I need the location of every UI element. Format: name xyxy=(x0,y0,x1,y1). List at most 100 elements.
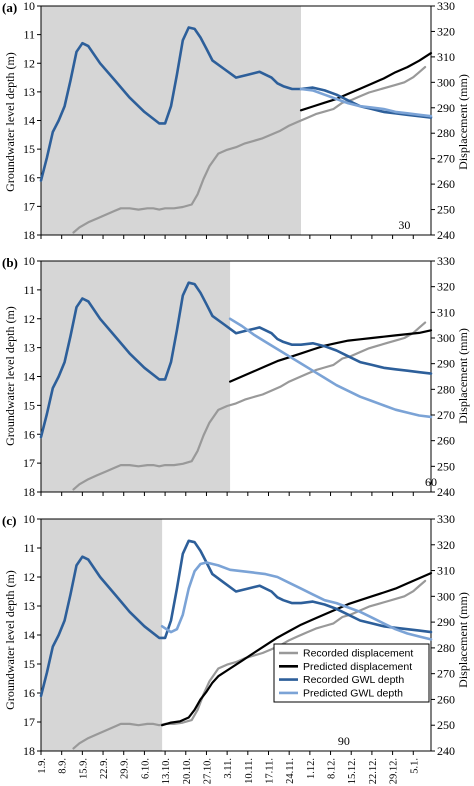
right-tick-label: 300 xyxy=(437,75,455,89)
right-tick-label: 270 xyxy=(437,667,455,681)
left-tick-label: 13 xyxy=(23,599,35,613)
left-tick-label: 18 xyxy=(23,485,35,499)
right-tick-label: 310 xyxy=(437,564,455,578)
left-tick-label: 13 xyxy=(23,85,35,99)
x-tick-label: 13.10. xyxy=(161,758,172,784)
left-tick-label: 17 xyxy=(23,715,35,729)
left-tick-label: 14 xyxy=(23,628,35,642)
x-tick-label: 8.12. xyxy=(327,758,338,779)
left-tick-label: 18 xyxy=(23,228,35,242)
left-tick-label: 10 xyxy=(23,512,35,526)
left-tick-label: 12 xyxy=(23,56,35,70)
forecast-window-label: 90 xyxy=(338,734,350,748)
left-tick-label: 16 xyxy=(23,427,35,441)
series-recorded-displacement xyxy=(72,579,427,750)
x-tick-label: 8.9. xyxy=(58,758,69,774)
forecast-window-label: 60 xyxy=(425,475,437,489)
legend-entry: Recorded displacement xyxy=(303,648,413,660)
left-tick-label: 10 xyxy=(23,254,35,268)
left-tick-label: 15 xyxy=(23,657,35,671)
series-recorded-gwl-depth xyxy=(39,26,433,182)
training-period-shade xyxy=(41,519,163,751)
panel-3: 10 11 12 13 14 15 16 17 18 240 250 260 270 280 290 300 3… xyxy=(2,512,455,758)
x-tick-label: 27.10. xyxy=(202,758,213,784)
training-period-shade xyxy=(41,261,231,492)
left-tick-label: 17 xyxy=(23,199,35,213)
right-tick-label: 280 xyxy=(437,382,455,396)
right-tick-label: 270 xyxy=(437,408,455,422)
x-tick-label: 10.11. xyxy=(244,758,255,784)
right-axis-title-c: Displacement (mm) xyxy=(456,592,470,688)
right-tick-label: 250 xyxy=(437,718,455,732)
right-tick-label: 260 xyxy=(437,434,455,448)
x-tick-label: 1.12. xyxy=(306,758,317,779)
series-predicted-gwl-depth xyxy=(228,317,433,419)
panel-1: 10 11 12 13 14 15 16 17 18 240 250 260 270 280 290 300 3… xyxy=(2,0,455,242)
left-tick-label: 14 xyxy=(23,370,35,384)
left-tick-label: 12 xyxy=(23,570,35,584)
series-predicted-displacement xyxy=(299,51,433,112)
right-tick-label: 240 xyxy=(437,744,455,758)
right-tick-label: 240 xyxy=(437,485,455,499)
x-tick-label: 15.9. xyxy=(78,758,89,779)
right-tick-label: 320 xyxy=(437,24,455,38)
left-axis-title-c: Groundwater level depth (m) xyxy=(3,570,17,710)
legend-entry: Recorded GWL depth xyxy=(303,674,404,686)
legend-entry: Predicted displacement xyxy=(303,661,412,673)
right-tick-label: 290 xyxy=(437,357,455,371)
right-tick-label: 260 xyxy=(437,692,455,706)
series-predicted-displacement xyxy=(229,329,433,383)
right-tick-label: 300 xyxy=(437,589,455,603)
left-tick-label: 17 xyxy=(23,456,35,470)
series-recorded-displacement xyxy=(72,65,427,234)
left-tick-label: 18 xyxy=(23,744,35,758)
right-tick-label: 320 xyxy=(437,280,455,294)
right-tick-label: 310 xyxy=(437,50,455,64)
left-axis-title-a: Groundwater level depth (m) xyxy=(3,52,17,192)
right-axis-title-b: Displacement (mm) xyxy=(456,328,470,424)
series-recorded-displacement xyxy=(72,321,427,491)
legend-box xyxy=(273,643,430,703)
forecast-window-label: 30 xyxy=(398,218,410,232)
x-tick-label: 29.12. xyxy=(389,758,400,784)
right-tick-label: 290 xyxy=(437,101,455,115)
right-tick-label: 300 xyxy=(437,331,455,345)
left-tick-label: 15 xyxy=(23,398,35,412)
series-predicted-displacement xyxy=(161,571,433,727)
panel-label: (b) xyxy=(2,255,18,270)
right-tick-label: 280 xyxy=(437,126,455,140)
x-tick-label: 20.10. xyxy=(182,758,193,784)
right-tick-label: 250 xyxy=(437,203,455,217)
right-tick-label: 280 xyxy=(437,641,455,655)
left-tick-label: 16 xyxy=(23,171,35,185)
left-axis-title-b: Groundwater level depth (m) xyxy=(3,306,17,446)
right-tick-label: 260 xyxy=(437,177,455,191)
x-tick-label: 6.10. xyxy=(140,758,151,779)
right-tick-label: 240 xyxy=(437,228,455,242)
panel-label: (c) xyxy=(2,513,16,528)
x-tick-label: 17.11. xyxy=(265,758,276,784)
x-tick-label: 24.11. xyxy=(285,758,296,784)
left-tick-label: 11 xyxy=(23,541,35,555)
x-tick-label: 29.9. xyxy=(120,758,131,779)
x-tick-label: 1.9. xyxy=(37,758,48,774)
x-tick-label: 22.9. xyxy=(99,758,110,779)
right-tick-label: 270 xyxy=(437,152,455,166)
series-predicted-gwl-depth xyxy=(160,561,433,641)
right-tick-label: 330 xyxy=(437,254,455,268)
right-tick-label: 330 xyxy=(437,0,455,13)
left-tick-label: 13 xyxy=(23,341,35,355)
x-tick-label: 22.12. xyxy=(368,758,379,784)
right-tick-label: 250 xyxy=(437,459,455,473)
series-recorded-gwl-depth xyxy=(39,281,433,439)
x-tick-label: 5.1. xyxy=(409,758,420,774)
left-tick-label: 14 xyxy=(23,114,35,128)
x-tick-label: 15.12. xyxy=(347,758,358,784)
left-tick-label: 15 xyxy=(23,142,35,156)
x-tick-label: 3.11. xyxy=(223,758,234,779)
series-predicted-gwl-depth xyxy=(299,87,433,118)
right-tick-label: 290 xyxy=(437,615,455,629)
right-tick-label: 310 xyxy=(437,305,455,319)
